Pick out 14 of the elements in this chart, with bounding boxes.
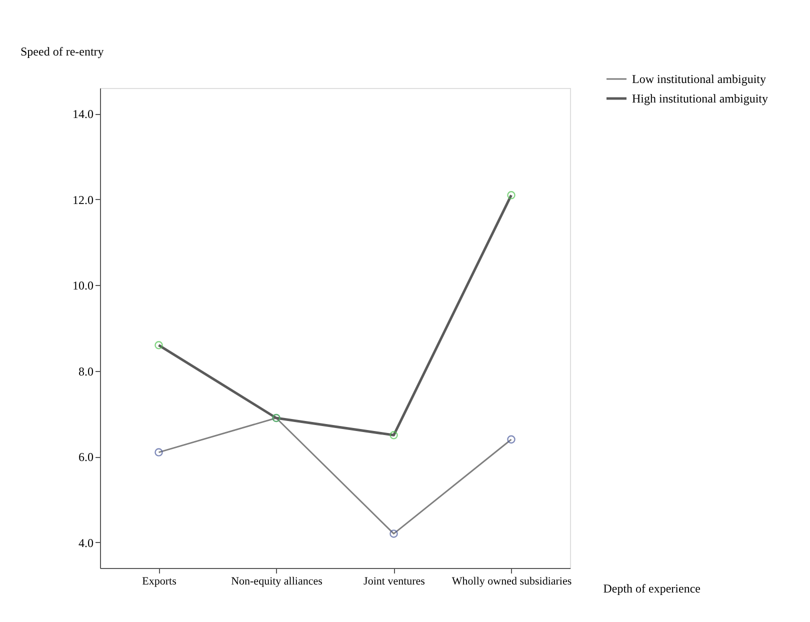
y-tick-label: 10.0 (72, 278, 94, 293)
y-tick-label: 14.0 (72, 107, 94, 122)
legend-label: Low institutional ambiguity (632, 72, 766, 86)
x-tick-label: Joint ventures (364, 576, 425, 588)
y-tick-label: 4.0 (78, 536, 94, 550)
x-tick-label: Wholly owned subsidiaries (452, 576, 572, 588)
y-axis-title: Speed of re-entry (20, 44, 104, 58)
x-axis-title: Depth of experience (603, 582, 700, 596)
x-tick-label: Exports (142, 576, 176, 588)
y-tick-label: 12.0 (72, 192, 94, 207)
y-tick-label: 6.0 (78, 450, 94, 464)
y-tick-label: 8.0 (78, 364, 94, 378)
legend-label: High institutional ambiguity (632, 92, 768, 106)
x-tick-label: Non-equity alliances (231, 576, 322, 588)
